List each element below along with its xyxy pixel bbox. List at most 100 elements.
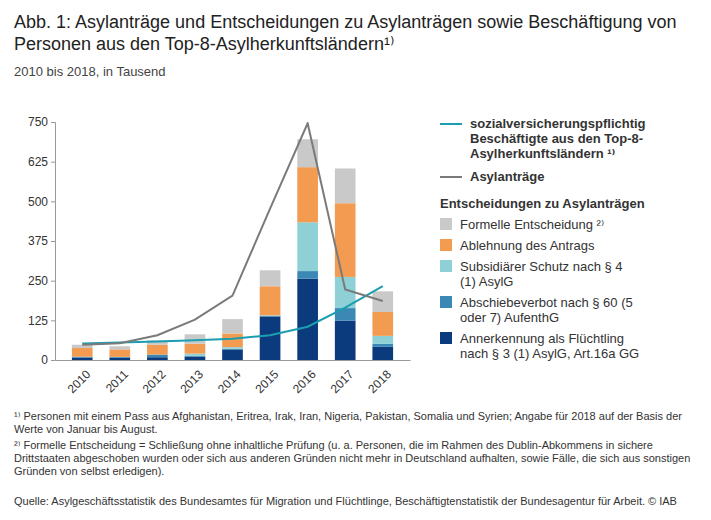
bar <box>222 347 243 349</box>
y-tick-mark <box>51 281 55 282</box>
footnote: ²⁾ Formelle Entscheidung = Schließung oh… <box>14 439 690 477</box>
x-tick-label: 2017 <box>328 367 357 396</box>
bar <box>109 346 130 349</box>
bar <box>260 270 281 286</box>
plot-area <box>72 123 393 360</box>
legend-label: Ablehnung des Antrags <box>460 238 595 253</box>
bar <box>72 348 93 357</box>
bar <box>222 333 243 347</box>
x-tick-label: 2016 <box>290 367 319 396</box>
y-tick-label: 625 <box>28 155 48 169</box>
bar <box>335 168 356 203</box>
text-line: Asylherkunftsländern ¹⁾ <box>470 146 616 161</box>
legend-swatch <box>440 260 452 272</box>
y-tick-label: 0 <box>41 353 48 367</box>
legend-swatch <box>440 176 462 178</box>
text-line: Beschäftigte aus den Top-8- <box>470 131 643 146</box>
y-tick-label: 125 <box>28 314 48 328</box>
text-line: Asylanträge <box>470 169 544 184</box>
text-line: Entscheidungen zu Asylanträgen <box>440 196 645 211</box>
bar <box>260 315 281 317</box>
source: Quelle: Asylgeschäftsstatistik des Bunde… <box>14 495 677 507</box>
chart-svg: Abb. 1: Asylanträge und Entscheidungen z… <box>0 0 711 520</box>
y-tick-mark <box>51 241 55 242</box>
bar <box>185 354 206 356</box>
y-tick: 625 <box>28 155 55 169</box>
bar <box>222 319 243 333</box>
bar <box>335 203 356 277</box>
text-line: Personen aus den Top-8-Asylherkunftsländ… <box>14 34 394 54</box>
bar <box>372 291 393 312</box>
y-tick-mark <box>51 162 55 163</box>
legend-swatch <box>440 123 462 125</box>
y-tick: 750 <box>28 115 55 129</box>
text-line: ²⁾ Formelle Entscheidung = Schließung oh… <box>14 439 653 451</box>
y-tick-mark <box>51 360 55 361</box>
text-line: Subsidiärer Schutz nach § 4 <box>460 259 623 274</box>
bar <box>109 349 130 357</box>
x-axis-line <box>56 360 411 361</box>
bar <box>335 308 356 321</box>
bar <box>372 336 393 344</box>
y-tick: 250 <box>28 274 55 288</box>
x-axis: 2010 2011 2012 2013 2014 2015 2016 2017 2018 <box>56 360 411 396</box>
x-tick-label: 2012 <box>140 367 169 396</box>
bar <box>147 357 168 360</box>
text-line: Ablehnung des Antrags <box>460 238 595 253</box>
bar <box>109 358 130 360</box>
bar <box>185 344 206 354</box>
y-tick: 500 <box>28 195 55 209</box>
bar <box>222 349 243 360</box>
legend-swatch <box>440 239 452 251</box>
text-line: Formelle Entscheidung ²⁾ <box>460 217 604 232</box>
legend: sozialversicherungspflichtigBeschäftigte… <box>440 116 646 361</box>
legend-label: Asylanträge <box>470 169 544 184</box>
x-tick: 2013 <box>177 360 206 396</box>
line <box>82 123 383 344</box>
text-line: nach § 3 (1) AsylG, Art.16a GG <box>460 346 639 361</box>
bar <box>372 312 393 336</box>
bar <box>297 167 318 222</box>
x-tick: 2018 <box>365 360 394 396</box>
text-line: Werte von Januar bis August. <box>14 423 158 435</box>
bar <box>297 222 318 271</box>
text-line: Abschiebeverbot nach § 60 (5 <box>460 295 633 310</box>
x-tick-label: 2013 <box>177 367 206 396</box>
bar <box>72 358 93 360</box>
x-tick-label: 2011 <box>103 367 131 395</box>
legend-label: Subsidiärer Schutz nach § 4(1) AsylG <box>460 259 623 289</box>
y-tick: 125 <box>28 314 55 328</box>
text-line: sozialversicherungspflichtig <box>470 116 646 131</box>
y-tick: 375 <box>28 234 55 248</box>
bar <box>185 357 206 360</box>
text-line: (1) AsylG <box>460 274 513 289</box>
x-tick-label: 2018 <box>365 367 394 396</box>
x-tick: 2015 <box>252 360 281 396</box>
footnote: ¹⁾ Personen mit einem Pass aus Afghanist… <box>14 410 682 435</box>
bar <box>260 316 281 360</box>
x-tick-label: 2014 <box>215 367 244 396</box>
bar <box>297 271 318 279</box>
x-tick: 2012 <box>140 360 169 396</box>
y-tick-label: 375 <box>28 234 48 248</box>
y-tick: 0 <box>41 353 55 367</box>
text-line: Abb. 1: Asylanträge und Entscheidungen z… <box>14 12 676 32</box>
text-line: Quelle: Asylgeschäftsstatistik des Bunde… <box>14 495 677 507</box>
y-tick-label: 750 <box>28 115 48 129</box>
bar <box>260 286 281 315</box>
legend-title: Entscheidungen zu Asylanträgen <box>440 196 645 211</box>
x-tick: 2010 <box>65 360 94 396</box>
subtitle: 2010 bis 2018, in Tausend <box>14 64 166 79</box>
chart-container: Abb. 1: Asylanträge und Entscheidungen z… <box>0 0 711 520</box>
text-line: oder 7) AufenthG <box>460 310 559 325</box>
bar <box>372 344 393 347</box>
x-tick: 2014 <box>215 360 244 396</box>
title: Abb. 1: Asylanträge und Entscheidungen z… <box>14 12 676 54</box>
legend-label: Formelle Entscheidung ²⁾ <box>460 217 604 232</box>
y-tick-mark <box>51 201 55 202</box>
legend-label: Annerkennung als Flüchtlingnach § 3 (1) … <box>460 331 639 361</box>
y-tick-label: 250 <box>28 274 48 288</box>
x-tick: 2016 <box>290 360 319 396</box>
bar <box>147 345 168 355</box>
x-tick-label: 2015 <box>252 367 281 396</box>
